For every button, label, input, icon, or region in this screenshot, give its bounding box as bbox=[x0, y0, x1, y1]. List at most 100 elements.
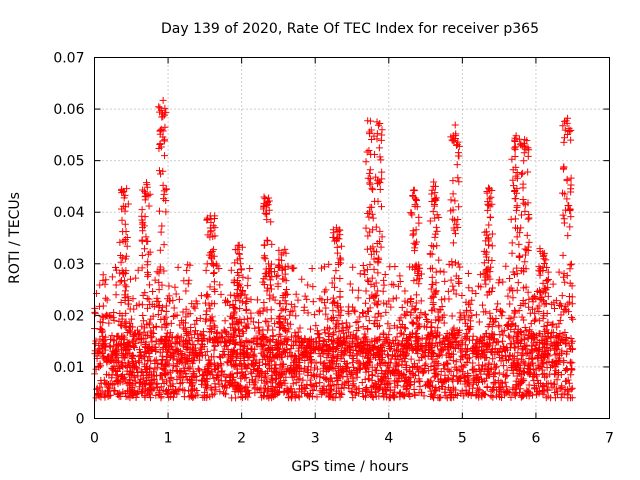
data-point bbox=[560, 273, 568, 281]
data-point bbox=[209, 317, 217, 325]
data-point bbox=[555, 268, 563, 276]
data-point bbox=[282, 368, 290, 376]
data-point bbox=[291, 394, 299, 402]
data-point bbox=[123, 329, 131, 337]
data-point bbox=[519, 184, 527, 192]
data-point bbox=[278, 256, 286, 264]
data-point bbox=[368, 135, 376, 143]
data-point bbox=[486, 214, 494, 222]
data-point bbox=[328, 279, 336, 287]
data-point bbox=[528, 348, 536, 356]
data-point bbox=[477, 370, 485, 378]
data-point bbox=[298, 388, 306, 396]
data-point bbox=[139, 371, 147, 379]
data-point bbox=[567, 136, 575, 144]
data-point bbox=[326, 374, 334, 382]
y-tick-label: 0.07 bbox=[53, 51, 84, 67]
data-point bbox=[394, 282, 402, 290]
data-point bbox=[277, 306, 285, 314]
data-point bbox=[447, 276, 455, 284]
data-point bbox=[161, 152, 169, 160]
data-point bbox=[495, 390, 503, 398]
data-point bbox=[364, 209, 372, 217]
data-point bbox=[363, 148, 371, 156]
data-point bbox=[316, 379, 324, 387]
data-point bbox=[301, 335, 309, 343]
data-point bbox=[261, 270, 269, 278]
data-point bbox=[231, 304, 239, 312]
data-point bbox=[366, 179, 374, 187]
data-point bbox=[535, 347, 543, 355]
data-point bbox=[283, 388, 291, 396]
data-point bbox=[308, 347, 316, 355]
data-point bbox=[341, 362, 349, 370]
data-point bbox=[109, 314, 117, 322]
data-point bbox=[135, 357, 143, 365]
data-point bbox=[396, 393, 404, 401]
data-point bbox=[261, 252, 269, 260]
data-point bbox=[568, 359, 576, 367]
data-point bbox=[415, 342, 423, 350]
data-point bbox=[461, 350, 469, 358]
data-point bbox=[157, 383, 165, 391]
data-point bbox=[428, 323, 436, 331]
data-point bbox=[144, 271, 152, 279]
data-point bbox=[126, 361, 134, 369]
data-point bbox=[116, 389, 124, 397]
y-axis-label: ROTI / TECUs bbox=[7, 192, 23, 284]
data-point bbox=[485, 237, 493, 245]
data-point bbox=[233, 318, 241, 326]
data-point bbox=[304, 371, 312, 379]
data-point bbox=[453, 161, 461, 169]
data-point bbox=[376, 179, 384, 187]
data-point bbox=[454, 260, 462, 268]
data-point bbox=[237, 319, 245, 327]
data-point bbox=[447, 133, 455, 141]
data-point bbox=[363, 245, 371, 253]
data-point bbox=[189, 394, 197, 402]
data-point bbox=[288, 341, 296, 349]
data-point bbox=[236, 360, 244, 368]
data-point bbox=[226, 301, 234, 309]
data-point bbox=[295, 344, 303, 352]
data-point bbox=[437, 393, 445, 401]
data-point bbox=[145, 319, 153, 327]
data-point bbox=[567, 213, 575, 221]
data-point bbox=[352, 386, 360, 394]
data-point bbox=[374, 121, 382, 129]
data-point bbox=[438, 313, 446, 321]
data-point bbox=[406, 392, 414, 400]
data-point bbox=[516, 328, 524, 336]
data-point bbox=[166, 329, 174, 337]
data-point bbox=[379, 390, 387, 398]
data-point bbox=[436, 351, 444, 359]
data-point bbox=[121, 220, 129, 228]
data-point bbox=[210, 322, 218, 330]
data-point bbox=[568, 384, 576, 392]
data-point bbox=[567, 174, 575, 182]
data-point bbox=[159, 167, 167, 175]
data-point bbox=[429, 207, 437, 215]
data-point bbox=[230, 313, 238, 321]
data-point bbox=[427, 352, 435, 360]
data-point bbox=[300, 348, 308, 356]
data-point bbox=[156, 140, 164, 148]
data-point bbox=[480, 259, 488, 267]
data-point bbox=[558, 383, 566, 391]
data-point bbox=[513, 233, 521, 241]
data-point bbox=[510, 340, 518, 348]
data-point bbox=[259, 392, 267, 400]
data-point bbox=[410, 277, 418, 285]
data-point bbox=[150, 375, 158, 383]
data-point bbox=[96, 383, 104, 391]
data-point bbox=[281, 337, 289, 345]
data-point bbox=[412, 305, 420, 313]
data-point bbox=[261, 379, 269, 387]
data-point bbox=[408, 329, 416, 337]
data-point bbox=[237, 393, 245, 401]
data-point bbox=[138, 251, 146, 259]
data-point bbox=[544, 277, 552, 285]
data-point bbox=[539, 314, 547, 322]
data-point bbox=[491, 378, 499, 386]
data-point bbox=[425, 367, 433, 375]
